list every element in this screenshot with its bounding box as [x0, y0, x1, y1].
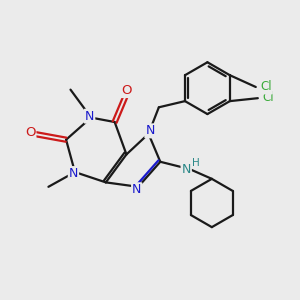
Text: N: N	[145, 124, 155, 137]
Text: H: H	[192, 158, 200, 168]
Text: N: N	[69, 167, 78, 180]
Text: N: N	[85, 110, 94, 123]
Text: N: N	[182, 163, 191, 176]
Text: Cl: Cl	[262, 91, 274, 104]
Text: N: N	[132, 183, 141, 196]
Text: O: O	[121, 84, 132, 97]
Text: Cl: Cl	[260, 80, 272, 94]
Text: O: O	[25, 126, 35, 139]
